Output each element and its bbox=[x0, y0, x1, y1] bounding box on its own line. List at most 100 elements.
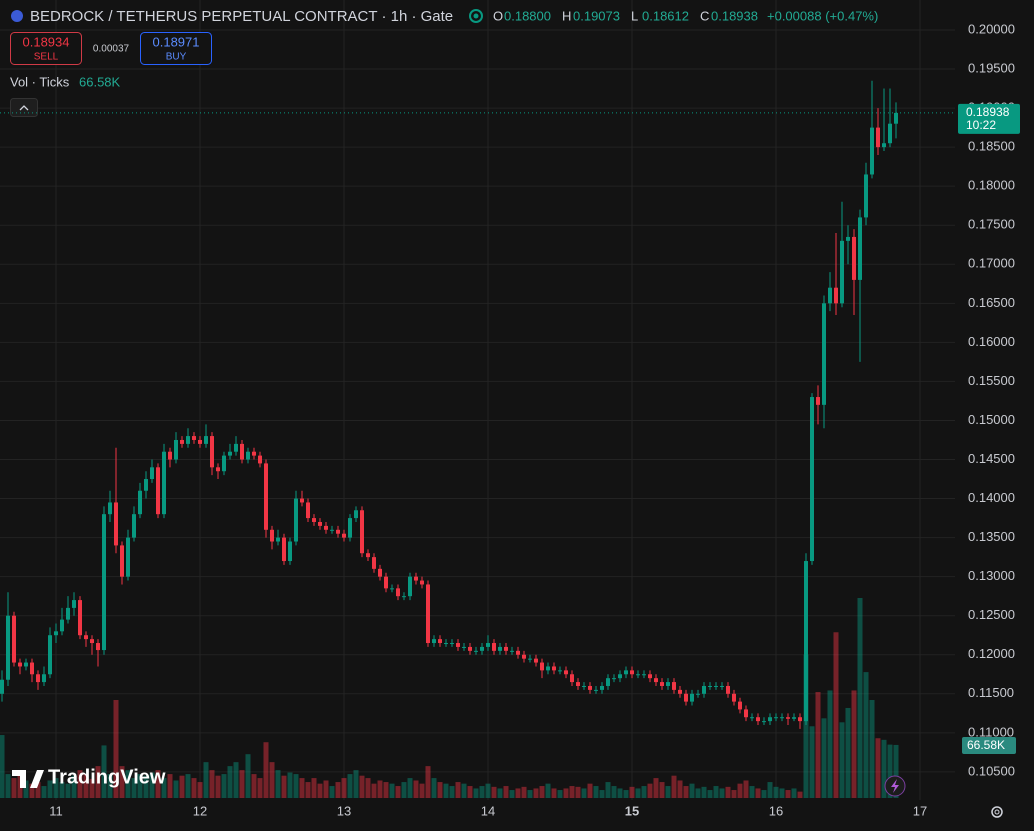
candle-body bbox=[0, 679, 4, 694]
volume-bar bbox=[239, 770, 245, 798]
volume-bar bbox=[371, 783, 377, 798]
volume-bar bbox=[407, 778, 413, 798]
y-tick-label: 0.10500 bbox=[968, 763, 1015, 778]
candle-body bbox=[234, 443, 238, 452]
volume-bar bbox=[887, 744, 893, 798]
candle-body bbox=[600, 685, 604, 690]
candle-body bbox=[132, 514, 136, 538]
candle-body bbox=[546, 666, 550, 671]
candle-body bbox=[744, 709, 748, 718]
candle-body bbox=[252, 451, 256, 456]
volume-bar bbox=[41, 786, 47, 798]
candle-body bbox=[396, 588, 400, 597]
candle-body bbox=[408, 576, 412, 597]
candle-body bbox=[318, 521, 322, 526]
ohlc-letter: H bbox=[562, 8, 571, 23]
candle-body bbox=[570, 674, 574, 683]
volume-bar bbox=[593, 786, 599, 798]
sell-button[interactable] bbox=[10, 32, 82, 65]
volume-bar bbox=[365, 778, 371, 798]
candle-body bbox=[276, 537, 280, 542]
candle-body bbox=[636, 674, 640, 676]
candle-body bbox=[678, 689, 682, 694]
candle-body bbox=[258, 455, 262, 464]
candle-body bbox=[492, 643, 496, 651]
volume-bar bbox=[137, 774, 143, 798]
candle-body bbox=[300, 498, 304, 503]
candle-body bbox=[78, 600, 82, 636]
y-tick-label: 0.16500 bbox=[968, 295, 1015, 310]
volume-bar bbox=[0, 735, 5, 798]
volume-bar bbox=[689, 783, 695, 798]
volume-bar bbox=[11, 778, 17, 798]
collapse-button[interactable] bbox=[10, 98, 38, 117]
candle-body bbox=[552, 666, 556, 671]
y-tick-label: 0.11000 bbox=[968, 724, 1014, 739]
x-tick-label: 16 bbox=[769, 803, 783, 818]
volume-bar bbox=[725, 786, 731, 798]
volume-bar bbox=[227, 766, 233, 798]
candle-body bbox=[294, 498, 298, 542]
volume-bar bbox=[785, 790, 791, 798]
candle-body bbox=[54, 631, 58, 636]
volume-bar bbox=[389, 783, 395, 798]
volume-bar bbox=[281, 775, 287, 798]
buy-button[interactable] bbox=[140, 32, 212, 65]
x-tick-label: 13 bbox=[337, 803, 351, 818]
candle-body bbox=[858, 217, 862, 280]
settings-icon-center bbox=[994, 809, 1000, 815]
candle-body bbox=[48, 635, 52, 675]
candle-body bbox=[606, 678, 610, 686]
volume-bar bbox=[335, 782, 341, 798]
ohlc-value: 0.18800 bbox=[504, 8, 551, 23]
volume-bar bbox=[107, 774, 113, 798]
candle-body bbox=[126, 537, 130, 577]
volume-bar bbox=[545, 783, 551, 798]
volume-bar bbox=[287, 772, 293, 798]
settings-icon[interactable] bbox=[991, 806, 1003, 818]
volume-bar bbox=[527, 790, 533, 798]
volume-bar bbox=[305, 782, 311, 798]
volume-bar bbox=[839, 722, 845, 798]
candle-body bbox=[156, 467, 160, 515]
branding: TradingView bbox=[48, 766, 166, 788]
candle-body bbox=[282, 537, 286, 562]
candle-body bbox=[516, 650, 520, 655]
volume-bar bbox=[119, 766, 125, 798]
candle-body bbox=[696, 693, 700, 695]
candle-body bbox=[228, 451, 232, 456]
volume-bar bbox=[755, 788, 761, 798]
volume-bar bbox=[245, 754, 251, 798]
volume-bar bbox=[605, 782, 611, 798]
candle-body bbox=[576, 682, 580, 686]
volume-bar bbox=[533, 788, 539, 798]
volume-bar bbox=[797, 791, 803, 798]
volume-bar bbox=[557, 790, 563, 798]
candle-body bbox=[354, 510, 358, 519]
candle-body bbox=[222, 455, 226, 472]
y-tick-label: 0.13500 bbox=[968, 529, 1015, 544]
candle-body bbox=[198, 439, 202, 444]
volume-bar bbox=[521, 786, 527, 798]
volume-bar bbox=[869, 699, 875, 798]
candle-body bbox=[390, 588, 394, 590]
volume-bar bbox=[551, 788, 557, 798]
candle-body bbox=[108, 502, 112, 515]
volume-bar bbox=[341, 778, 347, 798]
y-tick-label: 0.13000 bbox=[968, 568, 1015, 583]
sell-price: 0.18934 bbox=[23, 34, 70, 49]
candle-body bbox=[162, 451, 166, 515]
candle-body bbox=[90, 639, 94, 644]
volume-bar bbox=[209, 770, 215, 798]
candle-body bbox=[738, 701, 742, 710]
chart-title: BEDROCK / TETHERUS PERPETUAL CONTRACT · … bbox=[30, 8, 453, 25]
volume-bar bbox=[299, 778, 305, 798]
volume-tag bbox=[962, 736, 1016, 754]
candle-body bbox=[468, 646, 472, 651]
volume-bar bbox=[611, 786, 617, 798]
volume-legend: Vol · Ticks bbox=[10, 74, 70, 89]
candle-body bbox=[588, 685, 592, 690]
volume-bar bbox=[413, 780, 419, 798]
candle-body bbox=[18, 662, 22, 667]
volume-bar bbox=[293, 774, 299, 798]
